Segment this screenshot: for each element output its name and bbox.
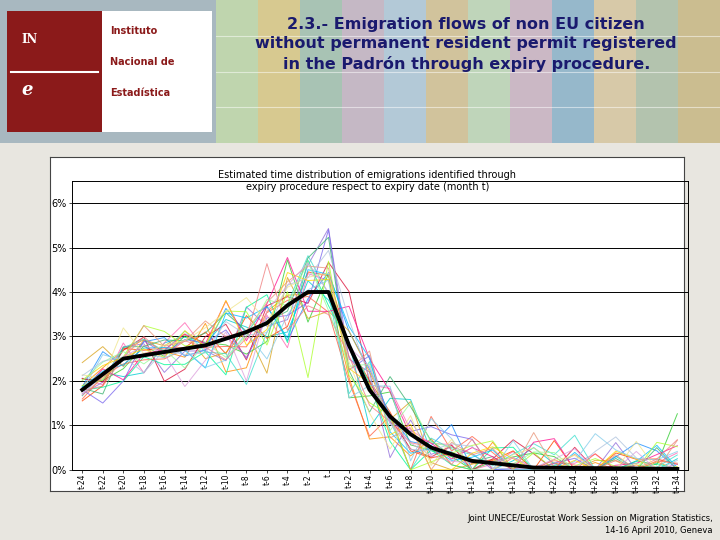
Text: Joint UNECE/Eurostat Work Session on Migration Statistics,
14-16 April 2010, Gen: Joint UNECE/Eurostat Work Session on Mig… bbox=[467, 514, 713, 535]
Bar bbox=[300, 0, 342, 143]
Text: IN: IN bbox=[22, 33, 37, 46]
Bar bbox=[594, 0, 636, 143]
Bar bbox=[678, 0, 720, 143]
Text: e: e bbox=[22, 81, 33, 99]
Bar bbox=[7, 11, 212, 132]
Text: 2.3.- Emigration flows of non EU citizen
without permanent resident permit regis: 2.3.- Emigration flows of non EU citizen… bbox=[256, 17, 677, 72]
Bar bbox=[468, 0, 510, 143]
Text: Estimated time distribution of emigrations identified through
expiry procedure r: Estimated time distribution of emigratio… bbox=[218, 170, 516, 192]
Bar bbox=[216, 0, 258, 143]
Text: Instituto: Instituto bbox=[110, 26, 158, 36]
Bar bbox=[426, 0, 468, 143]
Bar bbox=[258, 0, 300, 143]
Text: Nacional de: Nacional de bbox=[110, 57, 175, 67]
Text: Estadística: Estadística bbox=[110, 89, 171, 98]
Bar bbox=[636, 0, 678, 143]
Bar bbox=[7, 11, 102, 132]
Bar bbox=[342, 0, 384, 143]
Bar bbox=[552, 0, 594, 143]
Bar bbox=[510, 0, 552, 143]
Bar bbox=[384, 0, 426, 143]
